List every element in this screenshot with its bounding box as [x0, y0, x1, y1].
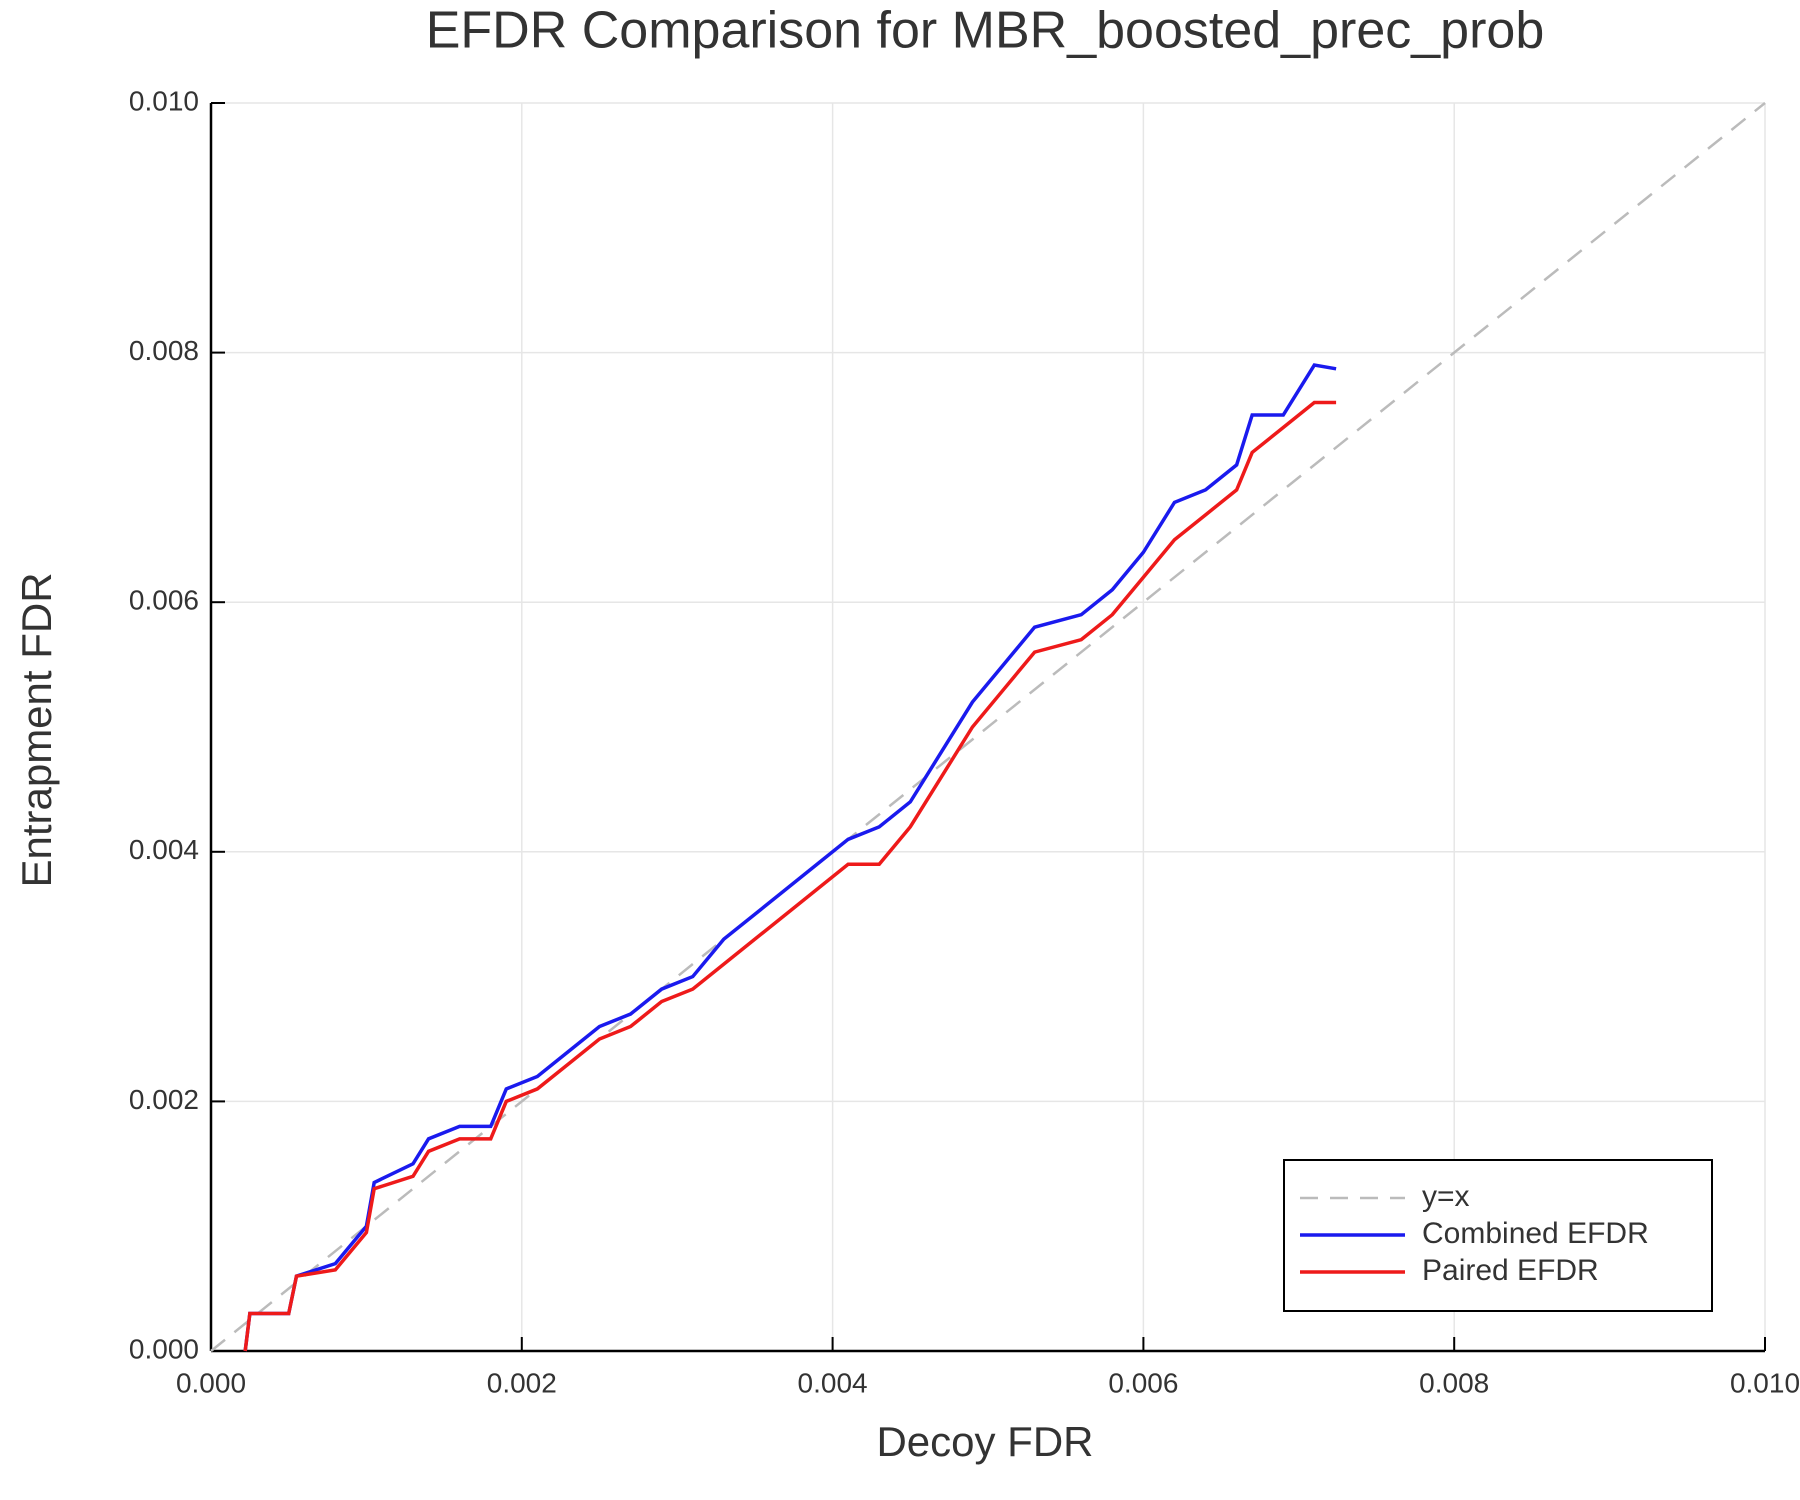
chart-title: EFDR Comparison for MBR_boosted_prec_pro… — [426, 2, 1545, 60]
x-tick-label: 0.008 — [1419, 1367, 1489, 1398]
y-tick-label: 0.006 — [129, 585, 199, 616]
legend-label: y=x — [1422, 1180, 1470, 1213]
x-tick-label: 0.000 — [176, 1367, 246, 1398]
x-tick-label: 0.004 — [798, 1367, 868, 1398]
x-axis-label: Decoy FDR — [876, 1418, 1093, 1465]
series-line — [243, 363, 1337, 1352]
series-line — [210, 102, 1766, 1352]
x-tick-label: 0.006 — [1108, 1367, 1178, 1398]
legend-label: Paired EFDR — [1422, 1254, 1599, 1287]
y-tick-label: 0.004 — [129, 834, 199, 865]
y-tick-label: 0.000 — [129, 1333, 199, 1364]
x-tick-label: 0.002 — [487, 1367, 557, 1398]
y-tick-label: 0.010 — [129, 85, 199, 116]
legend-label: Combined EFDR — [1422, 1217, 1649, 1250]
y-axis-label: Entrapment FDR — [13, 572, 60, 887]
series-line — [243, 400, 1337, 1352]
x-tick-label: 0.010 — [1730, 1367, 1800, 1398]
y-tick-label: 0.002 — [129, 1084, 199, 1115]
y-tick-label: 0.008 — [129, 335, 199, 366]
